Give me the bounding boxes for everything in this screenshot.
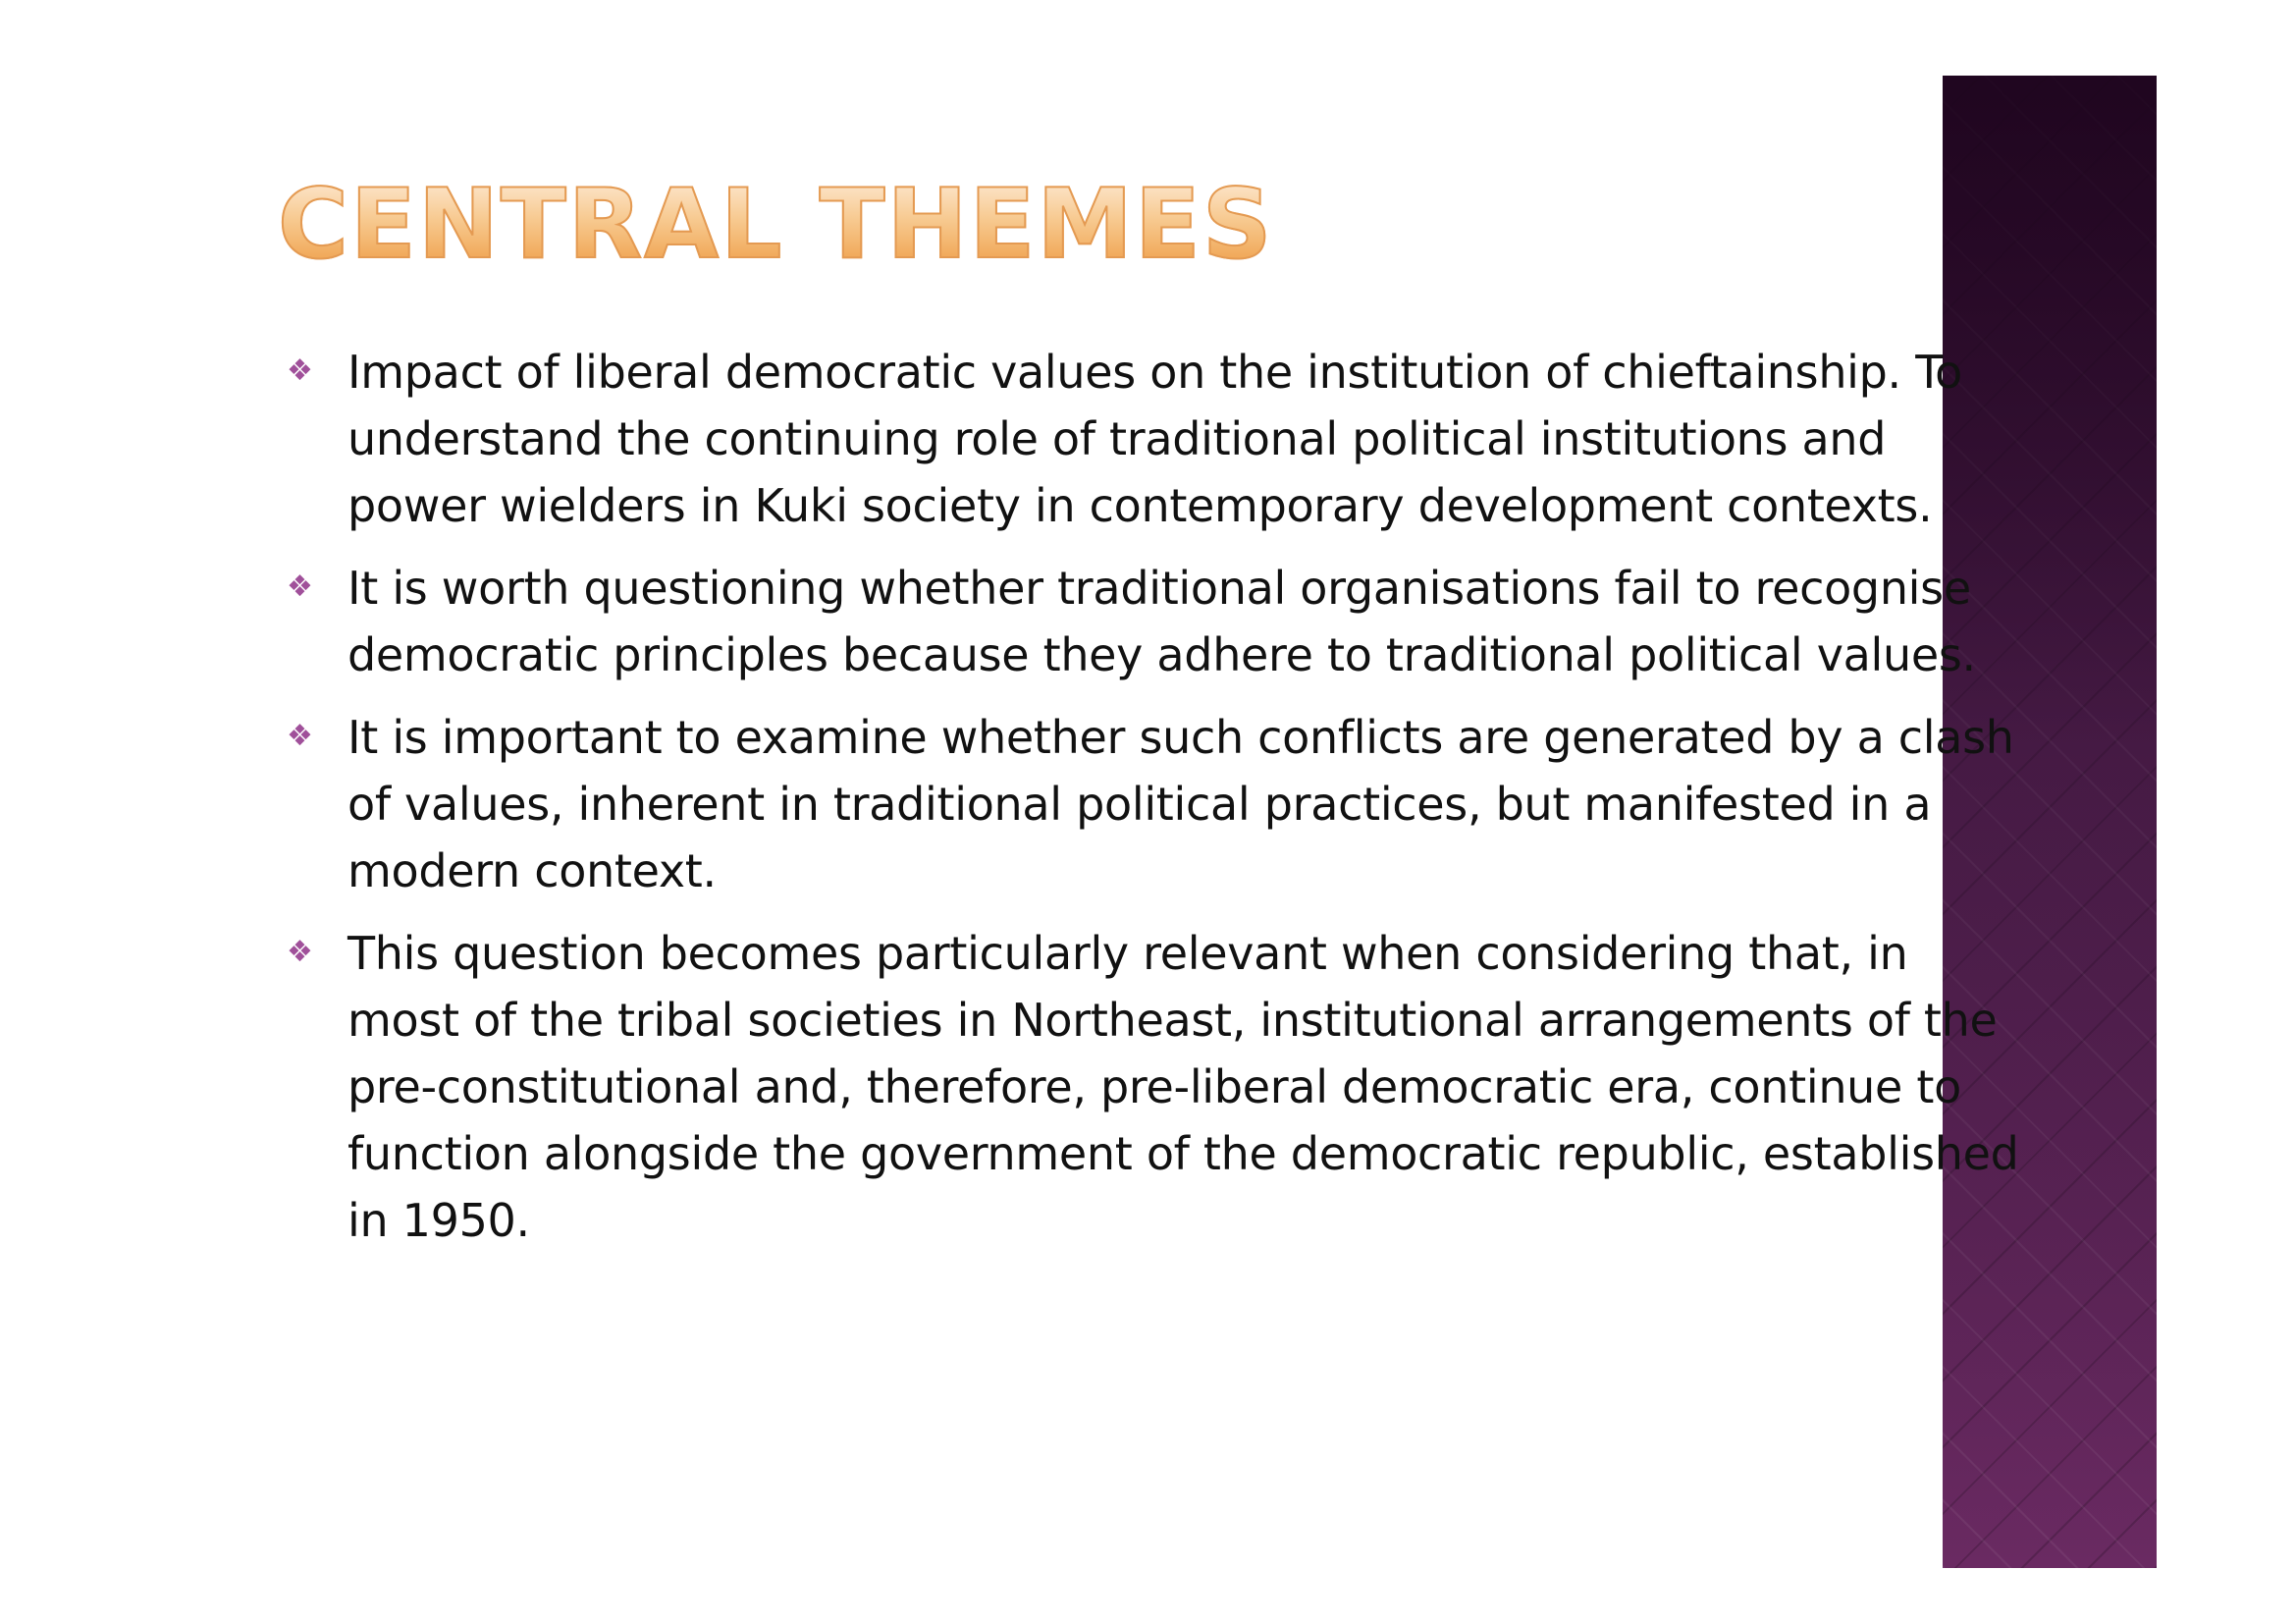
diamond-bullet-icon: ❖: [287, 719, 313, 753]
bullet-list: ❖ Impact of liberal democratic values on…: [287, 339, 2024, 1270]
decorative-side-band: [1943, 76, 2157, 1568]
diamond-bullet-icon: ❖: [287, 569, 313, 604]
bullet-text: This question becomes particularly relev…: [347, 927, 2019, 1247]
diamond-bullet-icon: ❖: [287, 353, 313, 388]
bullet-item: ❖ This question becomes particularly rel…: [287, 920, 2024, 1254]
bullet-text: Impact of liberal democratic values on t…: [347, 346, 1963, 532]
bullet-text: It is worth questioning whether traditio…: [347, 562, 1976, 681]
bullet-item: ❖ It is worth questioning whether tradit…: [287, 555, 2024, 688]
diamond-bullet-icon: ❖: [287, 935, 313, 969]
bullet-item: ❖ It is important to examine whether suc…: [287, 704, 2024, 904]
bullet-text: It is important to examine whether such …: [347, 711, 2014, 897]
bullet-item: ❖ Impact of liberal democratic values on…: [287, 339, 2024, 539]
slide-title: CENTRAL THEMES: [277, 169, 1274, 281]
